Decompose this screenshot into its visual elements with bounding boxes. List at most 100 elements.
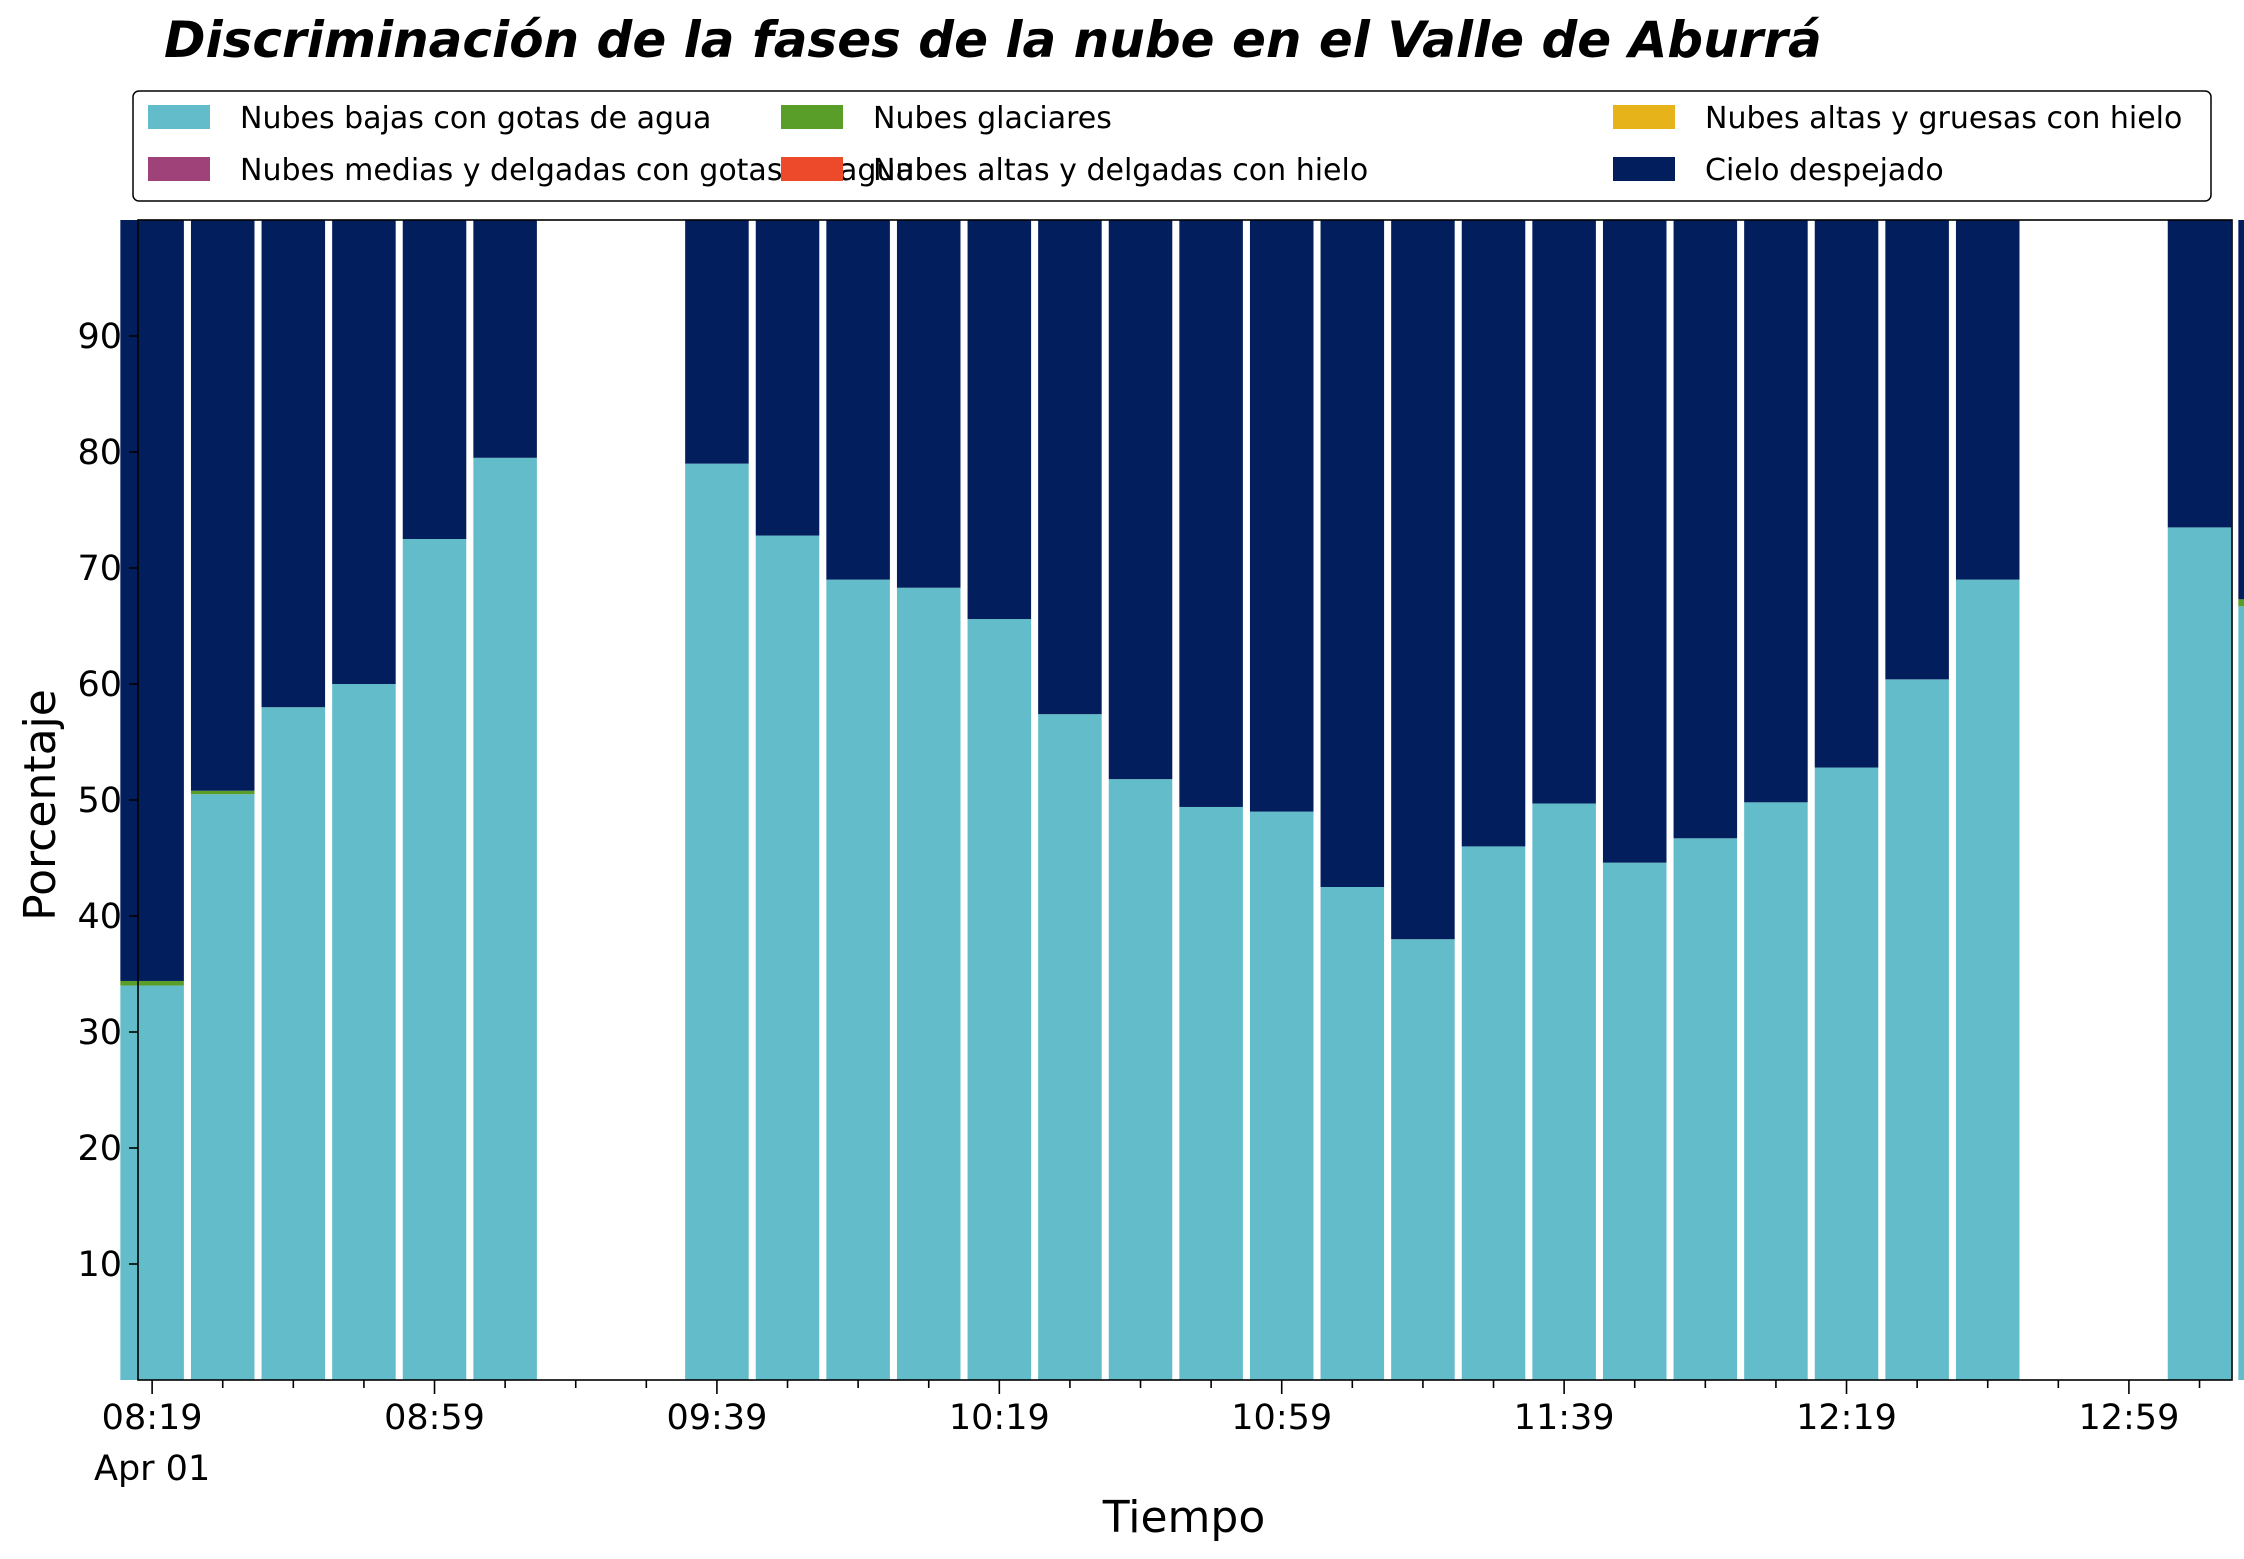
bar-segment-cielo-despejado xyxy=(755,220,820,536)
x-tick-label: 08:19 xyxy=(102,1398,203,1438)
legend-box xyxy=(132,90,2212,202)
bar-segment-nubes-bajas-con-gotas-de-agua xyxy=(1320,887,1385,1380)
bar-segment-nubes-bajas-con-gotas-de-agua xyxy=(1038,714,1102,1380)
x-axis: 08:19 08:59 09:39 10:19 10:59 11:39 12:19 12:59… xyxy=(94,1380,2201,1489)
bar-segment-cielo-despejado xyxy=(1179,220,1243,807)
chart-title: Discriminación de la fases de la nube en… xyxy=(164,11,1822,69)
y-tick-label: 30 xyxy=(77,1013,122,1053)
legend-swatch xyxy=(1613,157,1675,181)
legend-label: Nubes glaciares xyxy=(873,101,1112,136)
bar-segment-nubes-bajas-con-gotas-de-agua xyxy=(1108,779,1173,1380)
y-tick-label: 80 xyxy=(77,433,122,473)
bar-segment-nubes-bajas-con-gotas-de-agua xyxy=(1532,803,1596,1380)
x-date-label: Apr 01 xyxy=(94,1449,210,1489)
legend-label: Nubes altas y delgadas con hielo xyxy=(873,153,1368,188)
bar-segment-nubes-bajas-con-gotas-de-agua xyxy=(190,794,255,1380)
bar-segment-nubes-glaciares xyxy=(120,980,184,986)
bar-segment-cielo-despejado xyxy=(967,220,1032,620)
bar-segment-nubes-bajas-con-gotas-de-agua xyxy=(1673,838,1738,1380)
y-axis-label: Porcentaje xyxy=(15,689,66,921)
bar-segment-nubes-bajas-con-gotas-de-agua xyxy=(967,619,1032,1380)
legend-swatch xyxy=(781,157,843,181)
legend-entry-nubes-altas-y-gruesas-con-hielo: Nubes altas y gruesas con hielo xyxy=(1613,101,2182,136)
bar-segment-cielo-despejado xyxy=(685,220,749,464)
legend-label: Nubes altas y gruesas con hielo xyxy=(1705,101,2182,136)
bar-segment-nubes-bajas-con-gotas-de-agua xyxy=(896,587,961,1380)
bar-segment-cielo-despejado xyxy=(190,220,255,791)
bar-segment-nubes-bajas-con-gotas-de-agua xyxy=(1461,846,1526,1380)
bar-segment-cielo-despejado xyxy=(120,220,184,981)
y-tick-label: 20 xyxy=(77,1129,122,1169)
bar-segment-nubes-bajas-con-gotas-de-agua xyxy=(261,707,326,1380)
legend-swatch xyxy=(781,105,843,129)
legend-swatch xyxy=(148,157,210,181)
legend-entry-cielo-despejado: Cielo despejado xyxy=(1613,153,1944,188)
bar-segment-nubes-bajas-con-gotas-de-agua xyxy=(1814,767,1879,1380)
bar-segment-cielo-despejado xyxy=(1108,220,1173,780)
bar-segment-cielo-despejado xyxy=(896,220,961,588)
y-tick-label: 90 xyxy=(77,317,122,357)
bar-segment-nubes-bajas-con-gotas-de-agua xyxy=(2238,606,2244,1380)
legend-entry-nubes-bajas-con-gotas-de-agua: Nubes bajas con gotas de agua xyxy=(148,101,711,136)
bar-segment-cielo-despejado xyxy=(1320,220,1385,887)
bar-segment-nubes-bajas-con-gotas-de-agua xyxy=(755,535,820,1380)
bar-segment-cielo-despejado xyxy=(2167,220,2232,528)
legend-swatch xyxy=(1613,105,1675,129)
bar-segment-nubes-bajas-con-gotas-de-agua xyxy=(1249,811,1314,1380)
bar-segment-cielo-despejado xyxy=(261,220,326,708)
legend: Nubes bajas con gotas de agua Nubes glaci… xyxy=(132,90,2212,202)
y-tick-label: 40 xyxy=(77,897,122,937)
x-tick-label: 10:19 xyxy=(949,1398,1050,1438)
bar-segment-cielo-despejado xyxy=(473,220,537,458)
y-tick-label: 10 xyxy=(77,1245,122,1285)
bar-segment-cielo-despejado xyxy=(1461,220,1526,847)
bar-segment-cielo-despejado xyxy=(1814,220,1879,768)
bar-segment-nubes-bajas-con-gotas-de-agua xyxy=(1602,862,1667,1380)
legend-label: Nubes bajas con gotas de agua xyxy=(240,101,711,136)
plot-area xyxy=(120,219,2244,1381)
bar-segment-nubes-bajas-con-gotas-de-agua xyxy=(1955,579,2020,1380)
bar-segment-cielo-despejado xyxy=(1249,220,1314,812)
bar-segment-nubes-bajas-con-gotas-de-agua xyxy=(120,985,184,1380)
bar-segment-nubes-bajas-con-gotas-de-agua xyxy=(685,463,749,1381)
bar-segment-cielo-despejado xyxy=(402,220,467,539)
x-tick-label: 12:59 xyxy=(2078,1398,2179,1438)
bar-segment-nubes-bajas-con-gotas-de-agua xyxy=(2167,527,2232,1380)
bar-segment-nubes-bajas-con-gotas-de-agua xyxy=(826,579,890,1380)
y-tick-label: 60 xyxy=(77,665,122,705)
bar-segment-cielo-despejado xyxy=(826,220,890,580)
bar-segment-cielo-despejado xyxy=(1744,220,1808,803)
bar-segment-nubes-glaciares xyxy=(190,790,255,795)
bar-segment-nubes-glaciares xyxy=(2238,599,2244,607)
bar-segment-cielo-despejado xyxy=(332,220,396,684)
bar-segment-cielo-despejado xyxy=(1885,220,1949,680)
x-tick-label: 08:59 xyxy=(384,1398,485,1438)
bar-segment-cielo-despejado xyxy=(2238,220,2244,600)
x-tick-label: 12:19 xyxy=(1796,1398,1897,1438)
y-axis: 10 20 30 40 50 60 70 80 90 xyxy=(77,317,138,1285)
legend-entry-nubes-glaciares: Nubes glaciares xyxy=(781,101,1112,136)
bar-segment-cielo-despejado xyxy=(1391,220,1455,940)
legend-entry-nubes-altas-y-delgadas-con-hielo: Nubes altas y delgadas con hielo xyxy=(781,153,1368,188)
y-tick-label: 70 xyxy=(77,549,122,589)
bar-segment-nubes-bajas-con-gotas-de-agua xyxy=(332,684,396,1380)
x-tick-label: 11:39 xyxy=(1514,1398,1615,1438)
bar-segment-nubes-bajas-con-gotas-de-agua xyxy=(473,457,537,1380)
bar-segment-cielo-despejado xyxy=(1673,220,1738,839)
legend-label: Cielo despejado xyxy=(1705,153,1944,188)
x-tick-label: 09:39 xyxy=(666,1398,767,1438)
x-axis-label: Tiempo xyxy=(1102,1492,1266,1543)
bar-segment-cielo-despejado xyxy=(1602,220,1667,863)
bar-segment-cielo-despejado xyxy=(1038,220,1102,715)
bar-segment-cielo-despejado xyxy=(1955,220,2020,580)
bar-segment-nubes-bajas-con-gotas-de-agua xyxy=(1179,806,1243,1380)
legend-swatch xyxy=(148,105,210,129)
bar-segment-cielo-despejado xyxy=(1532,220,1596,804)
bar-segment-nubes-bajas-con-gotas-de-agua xyxy=(1744,802,1808,1380)
bar-segment-nubes-bajas-con-gotas-de-agua xyxy=(402,539,467,1380)
bar-segment-nubes-bajas-con-gotas-de-agua xyxy=(1391,939,1455,1380)
x-tick-label: 10:59 xyxy=(1231,1398,1332,1438)
bar-segment-nubes-bajas-con-gotas-de-agua xyxy=(1885,679,1949,1380)
y-tick-label: 50 xyxy=(77,781,122,821)
